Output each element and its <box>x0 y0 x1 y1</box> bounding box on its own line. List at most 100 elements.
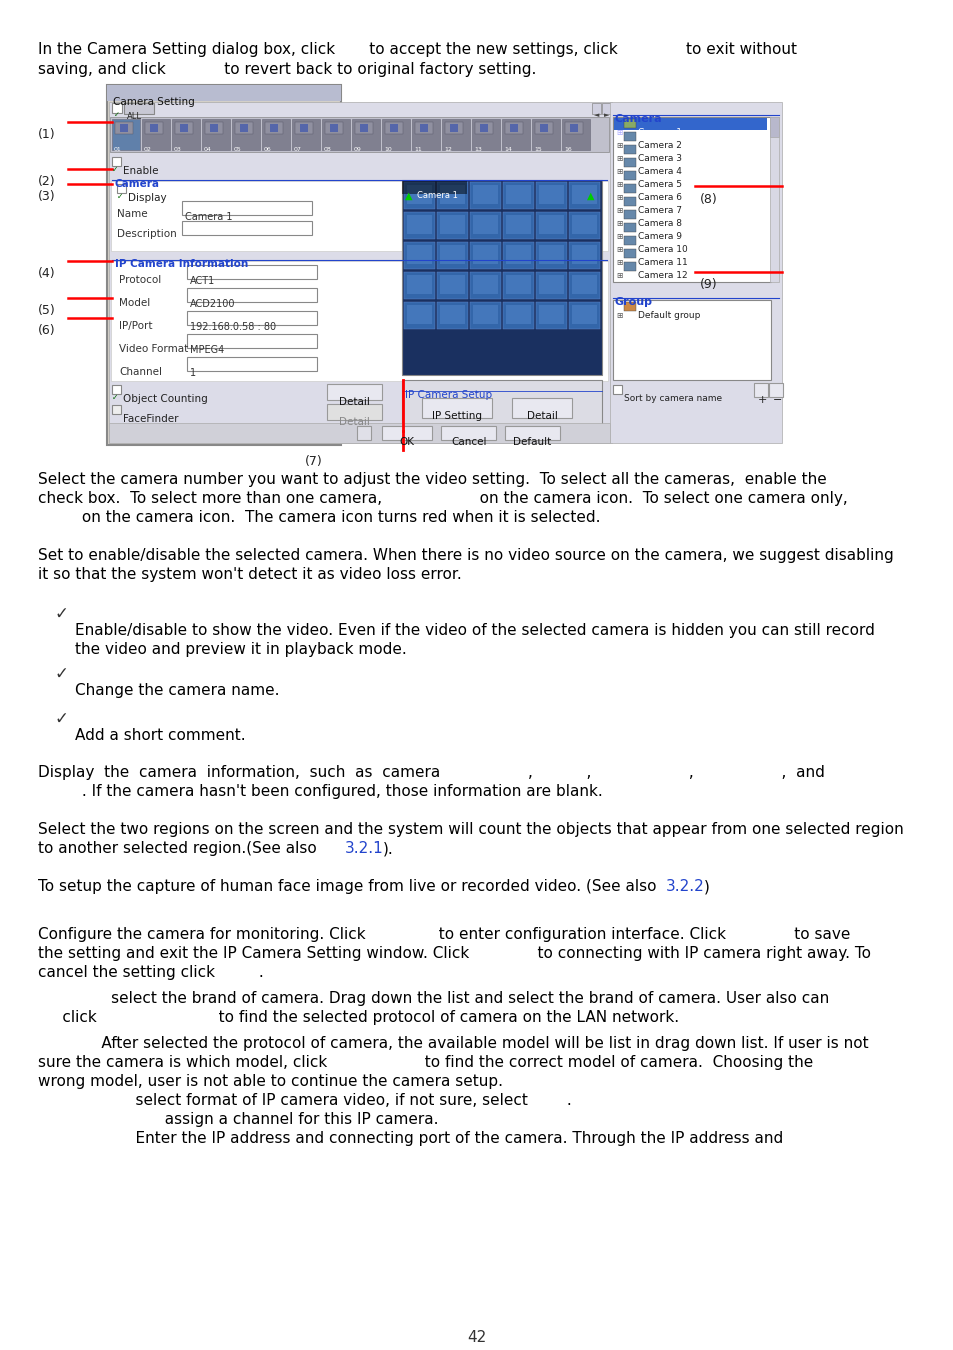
FancyBboxPatch shape <box>356 427 371 440</box>
FancyBboxPatch shape <box>142 119 170 150</box>
Text: ⊞: ⊞ <box>616 244 621 254</box>
Text: 3.2.2: 3.2.2 <box>665 879 704 894</box>
FancyBboxPatch shape <box>623 223 636 232</box>
FancyBboxPatch shape <box>613 300 770 379</box>
FancyBboxPatch shape <box>182 201 312 215</box>
FancyBboxPatch shape <box>473 185 497 204</box>
Text: FaceFinder: FaceFinder <box>123 414 178 424</box>
FancyBboxPatch shape <box>505 185 531 204</box>
Text: (8): (8) <box>700 193 717 207</box>
FancyBboxPatch shape <box>473 305 497 324</box>
FancyBboxPatch shape <box>450 124 457 132</box>
Text: Camera Setting: Camera Setting <box>112 97 194 107</box>
FancyBboxPatch shape <box>470 271 500 298</box>
FancyBboxPatch shape <box>572 185 597 204</box>
Text: Sort by camera name: Sort by camera name <box>623 394 721 404</box>
Text: ⊞: ⊞ <box>616 180 621 189</box>
FancyBboxPatch shape <box>111 181 607 251</box>
FancyBboxPatch shape <box>592 103 600 113</box>
FancyBboxPatch shape <box>536 302 566 329</box>
FancyBboxPatch shape <box>505 244 531 265</box>
FancyBboxPatch shape <box>504 122 522 134</box>
FancyBboxPatch shape <box>390 124 397 132</box>
FancyBboxPatch shape <box>407 305 432 324</box>
Text: Channel: Channel <box>119 367 162 377</box>
FancyBboxPatch shape <box>568 242 599 269</box>
FancyBboxPatch shape <box>187 333 316 348</box>
FancyBboxPatch shape <box>325 122 343 134</box>
FancyBboxPatch shape <box>623 184 636 193</box>
Text: ⊞: ⊞ <box>616 167 621 176</box>
FancyBboxPatch shape <box>407 185 432 204</box>
FancyBboxPatch shape <box>234 122 253 134</box>
FancyBboxPatch shape <box>473 275 497 294</box>
FancyBboxPatch shape <box>623 302 636 311</box>
FancyBboxPatch shape <box>403 182 435 209</box>
Text: 08: 08 <box>324 147 332 153</box>
FancyBboxPatch shape <box>769 117 779 136</box>
FancyBboxPatch shape <box>327 383 381 400</box>
Text: ✓: ✓ <box>112 393 118 402</box>
FancyBboxPatch shape <box>538 215 563 234</box>
Text: 13: 13 <box>474 147 481 153</box>
Text: (4): (4) <box>38 267 55 279</box>
Text: cancel the setting click         .: cancel the setting click . <box>38 965 263 980</box>
Text: (3): (3) <box>38 190 55 202</box>
FancyBboxPatch shape <box>407 215 432 234</box>
Text: Camera 1: Camera 1 <box>185 212 233 221</box>
FancyBboxPatch shape <box>510 124 517 132</box>
Text: Enter the IP address and connecting port of the camera. Through the IP address a: Enter the IP address and connecting port… <box>38 1131 782 1146</box>
FancyBboxPatch shape <box>112 157 121 166</box>
FancyBboxPatch shape <box>601 103 610 113</box>
FancyBboxPatch shape <box>299 124 308 132</box>
FancyBboxPatch shape <box>473 244 497 265</box>
FancyBboxPatch shape <box>403 242 435 269</box>
FancyBboxPatch shape <box>112 103 122 113</box>
Text: In the Camera Setting dialog box, click       to accept the new settings, click : In the Camera Setting dialog box, click … <box>38 42 796 57</box>
FancyBboxPatch shape <box>403 302 435 329</box>
FancyBboxPatch shape <box>505 305 531 324</box>
FancyBboxPatch shape <box>512 398 572 418</box>
FancyBboxPatch shape <box>444 122 462 134</box>
FancyBboxPatch shape <box>568 212 599 239</box>
Text: +: + <box>758 396 766 405</box>
Text: ).: ). <box>382 841 394 856</box>
Text: Default: Default <box>513 437 551 447</box>
FancyBboxPatch shape <box>623 132 636 140</box>
FancyBboxPatch shape <box>187 288 316 302</box>
FancyBboxPatch shape <box>262 119 290 150</box>
Text: Camera 2: Camera 2 <box>638 140 681 150</box>
FancyBboxPatch shape <box>473 215 497 234</box>
Text: 14: 14 <box>503 147 512 153</box>
FancyBboxPatch shape <box>107 85 340 101</box>
Text: Camera 3: Camera 3 <box>638 154 681 163</box>
Text: ▲: ▲ <box>405 190 412 201</box>
FancyBboxPatch shape <box>359 124 368 132</box>
FancyBboxPatch shape <box>572 275 597 294</box>
FancyBboxPatch shape <box>401 180 601 375</box>
Text: 3.2.1: 3.2.1 <box>345 841 383 856</box>
FancyBboxPatch shape <box>623 119 636 128</box>
Text: the video and preview it in playback mode.: the video and preview it in playback mod… <box>75 643 406 657</box>
FancyBboxPatch shape <box>561 119 589 150</box>
FancyBboxPatch shape <box>564 122 582 134</box>
Text: 09: 09 <box>354 147 361 153</box>
Text: To setup the capture of human face image from live or recorded video. (See also: To setup the capture of human face image… <box>38 879 660 894</box>
FancyBboxPatch shape <box>187 310 316 325</box>
FancyBboxPatch shape <box>538 244 563 265</box>
Text: to another selected region.(See also: to another selected region.(See also <box>38 841 321 856</box>
FancyBboxPatch shape <box>327 404 381 420</box>
FancyBboxPatch shape <box>292 119 319 150</box>
Text: Camera 9: Camera 9 <box>638 232 681 242</box>
Text: Display: Display <box>128 193 167 202</box>
FancyBboxPatch shape <box>111 261 607 381</box>
FancyBboxPatch shape <box>145 122 163 134</box>
Text: ALL: ALL <box>127 112 142 122</box>
FancyBboxPatch shape <box>568 182 599 209</box>
Text: ►: ► <box>603 112 609 117</box>
Text: −: − <box>772 396 781 405</box>
FancyBboxPatch shape <box>412 119 439 150</box>
FancyBboxPatch shape <box>536 271 566 298</box>
FancyBboxPatch shape <box>115 122 132 134</box>
FancyBboxPatch shape <box>609 103 781 443</box>
